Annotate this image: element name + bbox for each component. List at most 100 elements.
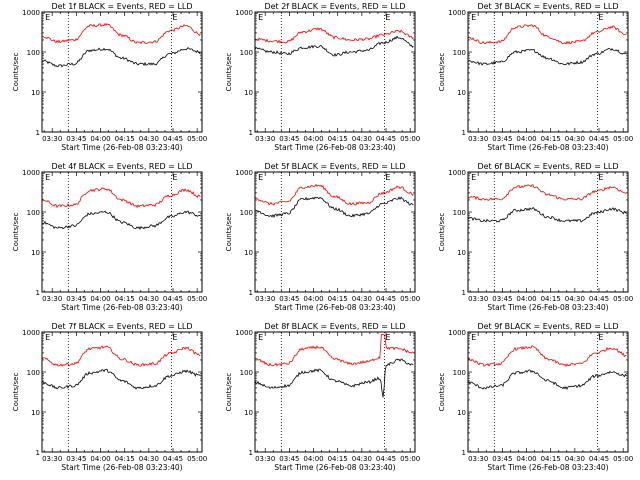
x-tick-label: 04:30 <box>352 135 372 143</box>
lld-series-line <box>254 27 414 44</box>
x-tick-label: 04:15 <box>328 295 348 303</box>
x-tick-label: 03:30 <box>468 295 488 303</box>
x-axis-label: Start Time (26-Feb-08 03:23:40) <box>487 303 608 312</box>
x-axis-label: Start Time (26-Feb-08 03:23:40) <box>61 463 182 472</box>
lld-series-line <box>41 345 201 367</box>
y-tick-label: 1 <box>462 129 466 137</box>
y-tick-label: 1000 <box>235 329 253 337</box>
x-tick-label: 03:45 <box>66 295 86 303</box>
events-series-line <box>41 47 201 68</box>
panel-title: Det 1f BLACK = Events, RED = LLD <box>51 2 192 11</box>
x-tick-label: 04:00 <box>516 135 536 143</box>
x-tick-label: 04:30 <box>139 455 159 463</box>
x-tick-label: 04:30 <box>139 295 159 303</box>
x-tick-label: 04:45 <box>589 295 609 303</box>
y-axis-label: Counts/sec <box>438 213 446 252</box>
x-tick-label: 04:00 <box>90 295 110 303</box>
event-marker-label: E <box>45 333 50 342</box>
panel-title: Det 4f BLACK = Events, RED = LLD <box>51 162 192 171</box>
x-tick-label: 03:30 <box>42 295 62 303</box>
x-tick-label: 04:15 <box>328 455 348 463</box>
x-tick-label: 04:30 <box>565 295 585 303</box>
y-tick-label: 1000 <box>22 9 40 17</box>
x-tick-label: 04:45 <box>163 295 183 303</box>
x-tick-label: 03:45 <box>492 295 512 303</box>
plot-frame <box>467 331 629 453</box>
plot-frame <box>41 11 203 133</box>
x-tick-label: 04:00 <box>303 295 323 303</box>
y-tick-label: 1000 <box>448 169 466 177</box>
x-tick-label: 04:30 <box>565 455 585 463</box>
event-marker-label: E <box>258 173 263 182</box>
events-series-line <box>467 207 627 223</box>
y-tick-label: 1000 <box>235 169 253 177</box>
panel-title: Det 2f BLACK = Events, RED = LLD <box>264 2 405 11</box>
events-series-line <box>467 47 627 66</box>
panel-title: Det 6f BLACK = Events, RED = LLD <box>477 162 618 171</box>
x-tick-label: 05:00 <box>400 295 420 303</box>
x-tick-label: 03:45 <box>279 135 299 143</box>
x-tick-label: 04:45 <box>163 455 183 463</box>
x-tick-label: 03:45 <box>492 455 512 463</box>
y-axis-label: Counts/sec <box>438 373 446 412</box>
y-tick-label: 100 <box>27 369 40 377</box>
x-axis-label: Start Time (26-Feb-08 03:23:40) <box>487 143 608 152</box>
y-axis-label: Counts/sec <box>225 53 233 92</box>
x-tick-label: 03:30 <box>468 455 488 463</box>
y-axis-label: Counts/sec <box>12 373 20 412</box>
event-marker-label: E <box>598 173 603 182</box>
x-tick-label: 05:00 <box>400 455 420 463</box>
lld-series-line <box>41 187 201 209</box>
x-tick-label: 04:15 <box>115 455 135 463</box>
y-tick-label: 10 <box>31 409 40 417</box>
x-axis-label: Start Time (26-Feb-08 03:23:40) <box>274 463 395 472</box>
y-tick-label: 100 <box>240 209 253 217</box>
y-tick-label: 100 <box>453 369 466 377</box>
event-marker-label: E <box>45 13 50 22</box>
event-marker-label: E <box>471 333 476 342</box>
y-tick-label: 100 <box>240 49 253 57</box>
y-tick-label: 10 <box>31 89 40 97</box>
x-tick-label: 04:45 <box>376 135 396 143</box>
x-tick-label: 05:00 <box>187 295 207 303</box>
lld-series-line <box>467 184 627 201</box>
event-marker-label: E <box>385 173 390 182</box>
x-axis-label: Start Time (26-Feb-08 03:23:40) <box>487 463 608 472</box>
y-tick-label: 10 <box>457 89 466 97</box>
y-tick-label: 1 <box>249 449 253 457</box>
x-tick-label: 04:15 <box>115 135 135 143</box>
plot-frame <box>467 11 629 133</box>
x-tick-label: 04:30 <box>352 455 372 463</box>
y-tick-label: 10 <box>244 89 253 97</box>
y-tick-label: 1000 <box>22 329 40 337</box>
x-tick-label: 03:30 <box>255 295 275 303</box>
y-tick-label: 100 <box>453 49 466 57</box>
event-marker-label: E <box>172 173 177 182</box>
x-tick-label: 04:45 <box>163 135 183 143</box>
panel-title: Det 5f BLACK = Events, RED = LLD <box>264 162 405 171</box>
y-tick-label: 10 <box>31 249 40 257</box>
x-axis-label: Start Time (26-Feb-08 03:23:40) <box>61 143 182 152</box>
plot-frame <box>254 11 416 133</box>
x-tick-label: 03:45 <box>279 295 299 303</box>
y-tick-label: 1 <box>36 289 40 297</box>
y-tick-label: 1 <box>249 129 253 137</box>
x-tick-label: 04:00 <box>90 455 110 463</box>
x-tick-label: 04:45 <box>376 295 396 303</box>
lld-series-line <box>467 345 627 368</box>
event-marker-label: E <box>385 333 390 342</box>
event-marker-label: E <box>172 333 177 342</box>
x-tick-label: 04:15 <box>541 295 561 303</box>
x-tick-label: 04:15 <box>115 295 135 303</box>
y-tick-label: 1000 <box>235 9 253 17</box>
x-tick-label: 05:00 <box>400 135 420 143</box>
event-marker-label: E <box>471 13 476 22</box>
y-tick-label: 1000 <box>448 329 466 337</box>
x-tick-label: 05:00 <box>613 295 633 303</box>
events-series-line <box>254 35 414 57</box>
